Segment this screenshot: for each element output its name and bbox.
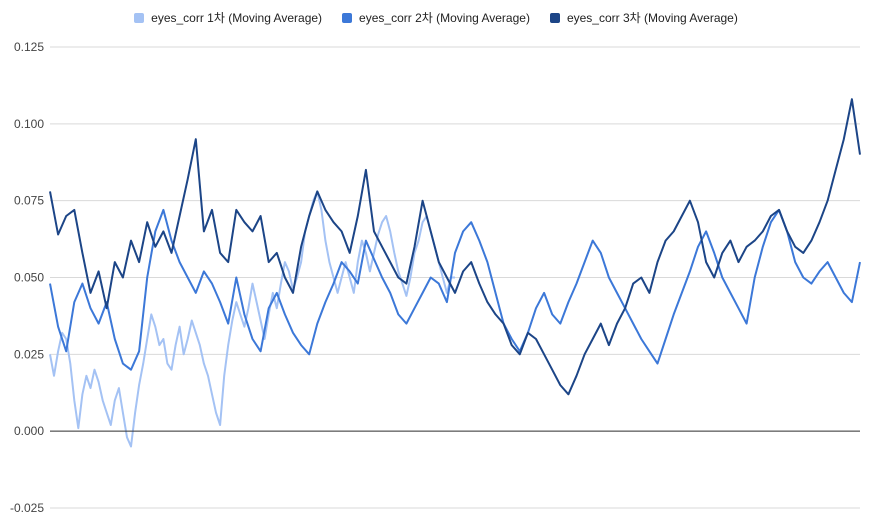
y-tick-label-5: 0.100: [14, 117, 44, 131]
y-tick-label-3: 0.050: [14, 271, 44, 285]
legend-item-series-2[interactable]: eyes_corr 2차 (Moving Average): [342, 9, 530, 26]
legend: eyes_corr 1차 (Moving Average) eyes_corr …: [0, 9, 872, 26]
legend-label-series-2: eyes_corr 2차 (Moving Average): [359, 11, 530, 25]
series-line-2: [49, 208, 861, 371]
legend-item-series-3[interactable]: eyes_corr 3차 (Moving Average): [549, 9, 738, 26]
legend-label-series-3: eyes_corr 3차 (Moving Average): [566, 11, 738, 25]
legend-swatch-series-2: [342, 12, 353, 23]
legend-label-series-1: eyes_corr 1차 (Moving Average): [151, 11, 323, 25]
y-tick-label-6: 0.125: [14, 40, 44, 54]
legend-item-series-1[interactable]: eyes_corr 1차 (Moving Average): [134, 9, 322, 26]
series-line-1: [49, 190, 455, 448]
y-tick-label-0: -0.025: [10, 501, 44, 515]
legend-swatch-series-1: [134, 12, 145, 23]
series-line-3: [49, 98, 861, 396]
y-tick-label-4: 0.075: [14, 194, 44, 208]
gridlines: [50, 46, 860, 509]
y-tick-label-1: 0.000: [14, 424, 44, 438]
y-tick-label-2: 0.025: [14, 347, 44, 361]
legend-swatch-series-3: [549, 12, 560, 23]
series-lines: [49, 98, 861, 448]
y-axis-ticks: -0.025 0.000 0.025 0.050 0.075 0.100 0.125: [10, 40, 44, 515]
